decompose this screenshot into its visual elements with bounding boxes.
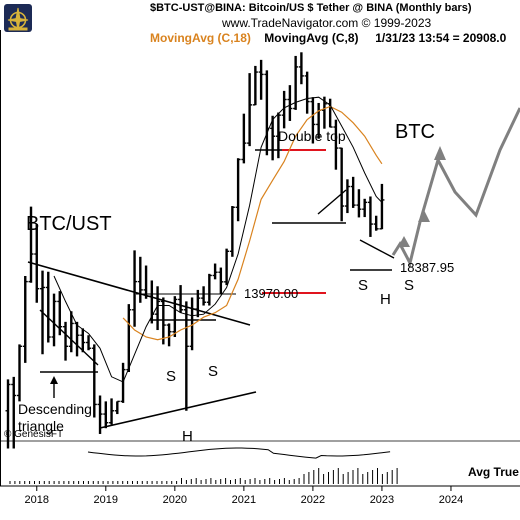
label-right-shoulder: S [208, 363, 218, 380]
moving-averages [53, 96, 383, 383]
label-level-13970: 13970.00 [244, 286, 298, 301]
x-tick-label: 2021 [232, 494, 256, 506]
chart-site: www.TradeNavigator.com © 1999-2023 [222, 16, 432, 30]
legend-timestamp: 1/31/23 13:54 = 20908.0 [375, 31, 507, 45]
x-tick-label: 2022 [301, 494, 325, 506]
label-triangle: triangle [18, 418, 64, 434]
legend-ma18: MovingAvg (C,18) [150, 31, 251, 45]
ma18-line [122, 105, 383, 341]
label-left-shoulder: S [166, 368, 176, 385]
label-genesis: © GenesisFT [4, 429, 63, 440]
label-double-top: Double top [278, 128, 346, 144]
chart-lines [27, 149, 395, 429]
chart-axes [0, 30, 520, 487]
btc-projection-continuation [436, 107, 520, 218]
indicator-legend: MovingAvg (C,18) MovingAvg (C,8) 1/31/23… [150, 31, 506, 45]
label-level-18387: 18387.95 [400, 260, 454, 275]
atr-line [87, 447, 391, 459]
x-tick-label: 2020 [163, 494, 187, 506]
price-bars [5, 52, 385, 449]
descending-triangle-side [39, 309, 99, 366]
label-btc-ust: BTC/UST [26, 213, 112, 235]
x-axis-ticks: 2018 2019 2020 2021 2022 2023 2024 [25, 486, 463, 506]
legend-ma8: MovingAvg (C,8) [264, 31, 359, 45]
chart-title: $BTC-UST@BINA: Bitcoin/US $ Tether @ BIN… [150, 2, 472, 14]
label-head: H [182, 428, 193, 445]
avg-true-range-panel: Avg True [9, 447, 519, 484]
x-tick-label: 2018 [25, 494, 49, 506]
label-head-2022: H [380, 291, 391, 308]
ma8-line [53, 96, 383, 383]
projection-arrowhead [434, 146, 446, 160]
projection-path [391, 107, 520, 268]
x-tick-label: 2019 [94, 494, 118, 506]
compass-icon [7, 7, 29, 31]
annotation-arrow-head [50, 376, 58, 384]
label-descending: Descending [18, 401, 92, 417]
label-shoulder-2022-left: S [358, 277, 368, 294]
trade-navigator-logo [4, 4, 32, 32]
x-tick-label: 2024 [439, 494, 463, 506]
triangle-lower-trendline [99, 391, 257, 429]
projection-arrowhead-small [398, 236, 410, 247]
chart-annotations: BTC/UST BTC Double top 13970.00 18387.95 Desc… [4, 121, 454, 445]
label-shoulder-2022-right: S [404, 277, 414, 294]
label-btc: BTC [395, 121, 435, 143]
label-avg-true: Avg True [468, 465, 519, 479]
projection-arrowhead-mid [418, 210, 430, 222]
right-flag-line [359, 239, 395, 259]
x-tick-label: 2023 [370, 494, 394, 506]
